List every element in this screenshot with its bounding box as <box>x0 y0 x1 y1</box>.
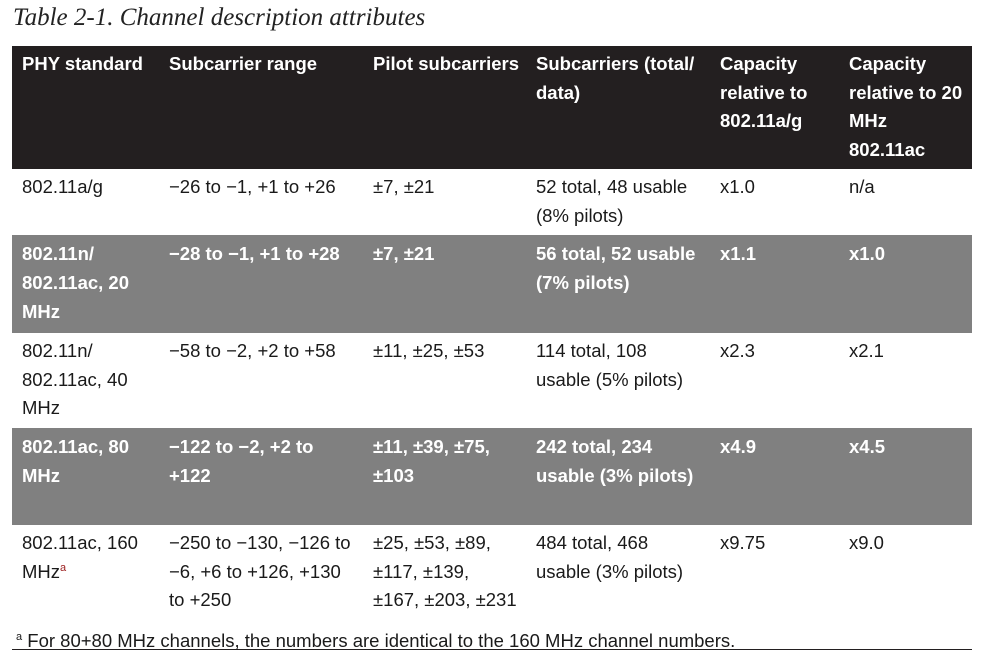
cell-subcarrier-range: −58 to −2, +2 to +58 <box>159 332 363 430</box>
cell-phy-standard: 802.11n/ 802.11ac, 40 MHz <box>12 332 159 430</box>
table-row: 802.11ac, 160 MHza −250 to −130, −126 to… <box>12 524 972 651</box>
phy-standard-text: 802.11n/ 802.11ac, 40 MHz <box>22 339 128 419</box>
cell-capacity-20: x9.0 <box>839 524 972 651</box>
cell-pilot-subcarriers: ±11, ±25, ±53 <box>363 332 526 430</box>
cell-capacity-ag: x1.1 <box>710 235 839 333</box>
phy-standard-text: 802.11a/g <box>22 175 103 197</box>
cell-subcarrier-range: −250 to −130, −126 to −6, +6 to +126, +1… <box>159 524 363 651</box>
cell-subcarrier-range: −28 to −1, +1 to +28 <box>159 235 363 333</box>
cell-capacity-ag: x2.3 <box>710 332 839 430</box>
table-footnote: a For 80+80 MHz channels, the numbers ar… <box>16 628 735 654</box>
cell-subcarriers: 242 total, 234 usable (3% pilots) <box>526 428 710 525</box>
footnote-text: For 80+80 MHz channels, the numbers are … <box>27 630 736 651</box>
channel-attributes-table: PHY standard Subcarrier range Pilot subc… <box>12 46 972 651</box>
phy-standard-text: 802.11n/ 802.11ac, 20 MHz <box>22 243 129 322</box>
cell-phy-standard: 802.11a/g <box>12 168 159 237</box>
footnote-marker: a <box>60 561 67 574</box>
table-header: PHY standard Subcarrier range Pilot subc… <box>12 46 972 169</box>
cell-subcarrier-range: −26 to −1, +1 to +26 <box>159 168 363 237</box>
table-caption: Table 2-1. Channel description attribute… <box>13 4 426 31</box>
cell-pilot-subcarriers: ±25, ±53, ±89, ±117, ±139, ±167, ±203, ±… <box>363 524 526 651</box>
table-row: 802.11n/ 802.11ac, 40 MHz −58 to −2, +2 … <box>12 332 972 430</box>
table-body: 802.11a/g −26 to −1, +1 to +26 ±7, ±21 5… <box>12 168 972 651</box>
phy-standard-text: 802.11ac, 160 MHz <box>22 531 138 582</box>
header-phy-standard: PHY standard <box>22 53 143 74</box>
cell-pilot-subcarriers: ±7, ±21 <box>363 235 526 333</box>
cell-subcarriers: 56 total, 52 usable (7% pilots) <box>526 235 710 333</box>
header-pilot-subcarriers: Pilot subcarriers <box>373 53 520 74</box>
phy-standard-text: 802.11ac, 80 MHz <box>22 436 129 487</box>
header-row: PHY standard Subcarrier range Pilot subc… <box>12 46 972 169</box>
cell-capacity-ag: x1.0 <box>710 168 839 237</box>
cell-pilot-subcarriers: ±7, ±21 <box>363 168 526 237</box>
cell-capacity-20: x1.0 <box>839 235 972 333</box>
cell-capacity-20: x4.5 <box>839 428 972 525</box>
cell-capacity-ag: x4.9 <box>710 428 839 525</box>
table-row: 802.11a/g −26 to −1, +1 to +26 ±7, ±21 5… <box>12 168 972 237</box>
cell-subcarriers: 114 total, 108 usable (5% pilots) <box>526 332 710 430</box>
header-capacity-vs-80211ag: Capacity relative to 802.11a/g <box>720 53 808 132</box>
cell-subcarriers: 484 total, 468 usable (3% pilots) <box>526 524 710 651</box>
header-subcarriers-total-data: Subcarriers (total/ data) <box>536 53 695 103</box>
header-subcarrier-range: Subcarrier range <box>169 53 318 74</box>
footnote-marker: a <box>16 630 23 643</box>
header-capacity-vs-20mhz-80211ac: Capacity relative to 20 MHz 802.11ac <box>849 53 963 161</box>
cell-capacity-20: n/a <box>839 168 972 237</box>
cell-capacity-ag: x9.75 <box>710 524 839 651</box>
cell-subcarriers: 52 total, 48 usable (8% pilots) <box>526 168 710 237</box>
cell-phy-standard: 802.11ac, 160 MHza <box>12 524 159 651</box>
cell-subcarrier-range: −122 to −2, +2 to +122 <box>159 428 363 525</box>
cell-phy-standard: 802.11ac, 80 MHz <box>12 428 159 525</box>
table-row: 802.11ac, 80 MHz −122 to −2, +2 to +122 … <box>12 428 972 525</box>
table-row: 802.11n/ 802.11ac, 20 MHz −28 to −1, +1 … <box>12 235 972 333</box>
cell-capacity-20: x2.1 <box>839 332 972 430</box>
cell-pilot-subcarriers: ±11, ±39, ±75, ±103 <box>363 428 526 525</box>
cell-phy-standard: 802.11n/ 802.11ac, 20 MHz <box>12 235 159 333</box>
